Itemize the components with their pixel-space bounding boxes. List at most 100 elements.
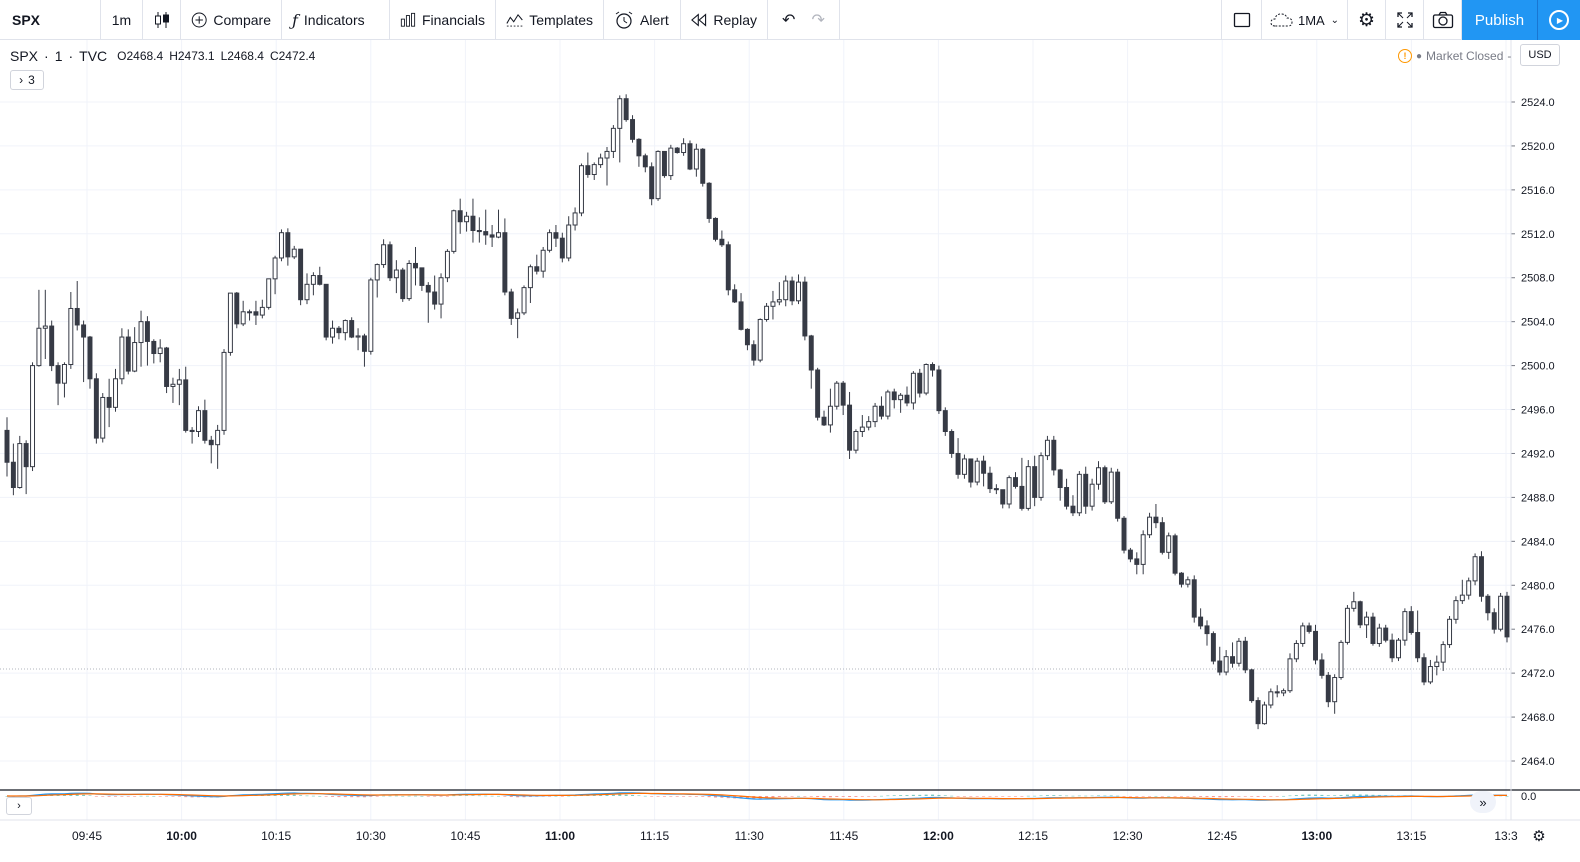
candle-body <box>1064 487 1070 507</box>
candle <box>572 207 578 231</box>
alert-button[interactable]: Alert <box>604 0 681 40</box>
macd-histogram-bar <box>1231 796 1235 797</box>
chart-canvas[interactable]: 2524.0 2520.0 2516.0 2512.0 2508.0 2504.0 2500… <box>0 40 1580 862</box>
candle-body <box>751 344 757 361</box>
x-tick-label: 13:3 <box>1494 829 1518 843</box>
macd-histogram-bar <box>707 796 711 798</box>
candle-body <box>770 301 776 307</box>
indicators-button[interactable]: ƒ Indicators <box>282 0 390 40</box>
fullscreen-button[interactable] <box>1386 0 1424 40</box>
candle-body <box>49 325 55 367</box>
candle <box>4 417 10 477</box>
candle <box>272 255 278 295</box>
candle <box>700 148 706 187</box>
candle-body <box>783 280 789 301</box>
macd-histogram-bar <box>624 794 628 796</box>
candle-body <box>1402 611 1408 641</box>
candle <box>808 334 814 389</box>
candle-body <box>853 431 859 451</box>
candle-body <box>527 266 533 289</box>
macd-histogram-bar <box>848 796 852 797</box>
interval-button[interactable]: 1m <box>101 0 143 40</box>
replay-button[interactable]: Replay <box>681 0 768 40</box>
candle <box>623 94 629 122</box>
candle <box>208 435 214 464</box>
candle <box>100 393 106 443</box>
macd-histogram-bar <box>292 794 296 796</box>
candle-body <box>1466 580 1472 596</box>
candle <box>974 457 980 486</box>
alarm-clock-icon <box>615 11 633 29</box>
undo-icon[interactable]: ↶ <box>782 12 796 29</box>
save-layout-button[interactable]: 1MA ⌄ <box>1262 0 1348 40</box>
candle-body <box>815 369 821 418</box>
candle-body <box>1006 477 1012 505</box>
macd-histogram-bar <box>165 796 169 797</box>
chart-area[interactable]: 2524.0 2520.0 2516.0 2512.0 2508.0 2504.0 2500… <box>0 40 1580 862</box>
compare-button[interactable]: Compare <box>181 0 282 40</box>
candle-body <box>834 382 840 407</box>
candle-body <box>1140 534 1146 565</box>
candle <box>464 211 470 232</box>
macd-histogram-bar <box>1224 796 1228 798</box>
candle <box>942 407 948 436</box>
settings-button[interactable]: ⚙ <box>1348 0 1386 40</box>
templates-button[interactable]: Templates <box>496 0 604 40</box>
redo-icon[interactable]: ↷ <box>811 12 825 29</box>
candle <box>1485 594 1491 621</box>
currency-button[interactable]: USD <box>1520 44 1560 66</box>
candle-body <box>151 340 157 355</box>
candle-body <box>732 289 738 303</box>
axis-settings-button[interactable]: ⚙ <box>1526 826 1552 846</box>
candle-body <box>1013 477 1018 487</box>
candle <box>706 182 712 223</box>
x-tick-label: 09:45 <box>72 829 102 843</box>
symbol-legend[interactable]: SPX · 1 · TVC O2468.4 H2473.1 L2468.4 C2472… <box>10 48 321 64</box>
symbol-label: SPX <box>12 12 41 28</box>
candle-body <box>764 305 770 320</box>
candle <box>681 138 687 156</box>
candle <box>234 292 240 329</box>
candle <box>113 368 118 412</box>
rewind-icon <box>691 13 707 27</box>
macd-histogram-bar <box>1077 795 1081 797</box>
macd-histogram-bar <box>924 794 928 796</box>
candle-body <box>1000 489 1006 505</box>
x-tick-label: 10:00 <box>166 829 197 843</box>
macd-histogram-bar <box>669 796 673 797</box>
publish-dropdown-button[interactable]: ▶ <box>1538 0 1580 40</box>
macd-histogram-bar <box>452 795 456 797</box>
candle <box>534 254 540 275</box>
market-status[interactable]: ! ● Market Closed - <box>1398 49 1511 63</box>
macd-histogram-bar <box>567 795 571 797</box>
candle-body <box>630 119 636 140</box>
x-tick-label: 12:30 <box>1113 829 1143 843</box>
sub-pane-collapse-button[interactable]: › <box>6 797 32 815</box>
chart-style-button[interactable] <box>143 0 181 40</box>
indicators-collapse-button[interactable]: › 3 <box>10 70 44 90</box>
candle <box>1306 622 1312 634</box>
candle <box>298 248 304 306</box>
candle <box>164 346 170 394</box>
publish-button[interactable]: Publish <box>1462 0 1538 40</box>
candle <box>923 363 929 396</box>
candle-body <box>413 262 418 269</box>
layout-select-button[interactable] <box>1222 0 1262 40</box>
candle-body <box>483 231 489 236</box>
symbol-search-button[interactable]: SPX <box>0 0 101 40</box>
snapshot-button[interactable] <box>1424 0 1462 40</box>
candle-body <box>1389 639 1395 659</box>
candle <box>1319 653 1325 679</box>
candle <box>368 277 374 355</box>
macd-histogram-bar <box>350 796 354 798</box>
scroll-to-realtime-button[interactable]: » <box>1470 791 1496 813</box>
candle-body <box>1447 618 1453 646</box>
macd-histogram-bar <box>171 796 175 797</box>
candle <box>1453 596 1459 624</box>
candle-body <box>342 320 348 334</box>
macd-histogram-bar <box>528 796 532 797</box>
candle <box>132 327 138 373</box>
macd-histogram-bar <box>286 794 290 796</box>
candle <box>578 163 584 217</box>
financials-button[interactable]: Financials <box>390 0 496 40</box>
